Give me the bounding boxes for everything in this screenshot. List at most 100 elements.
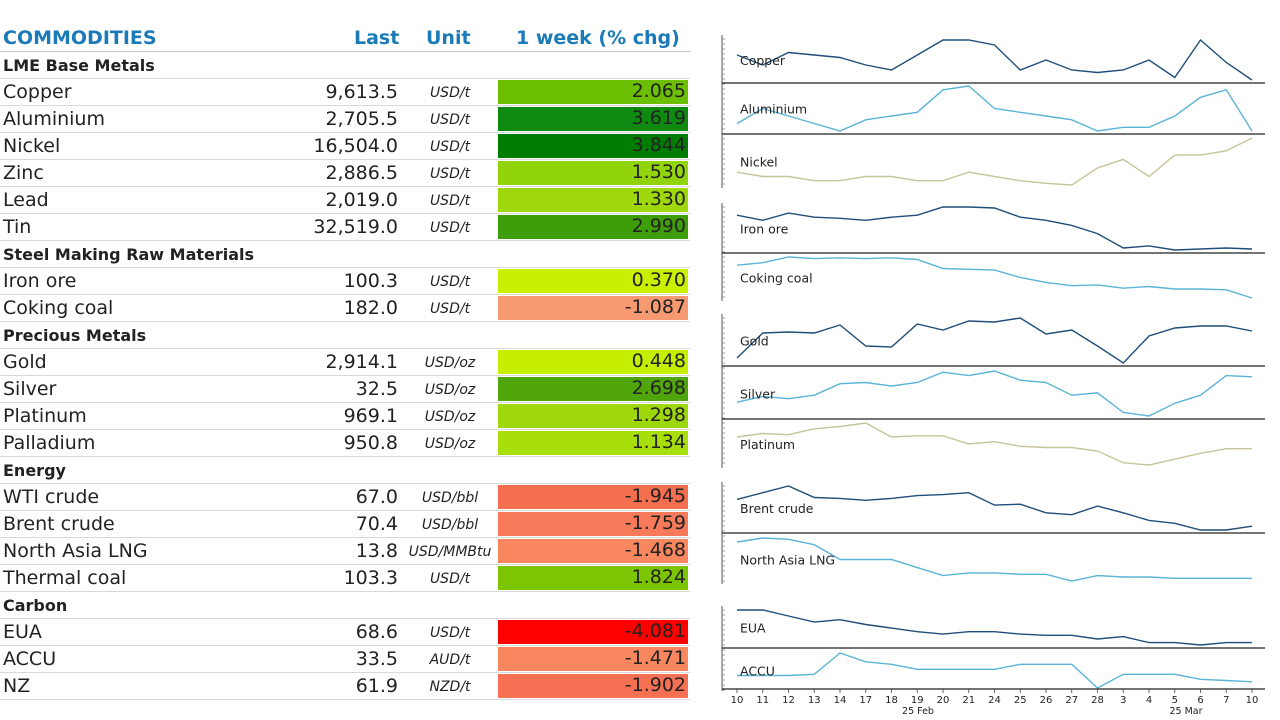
unit-label: USD/MMBtu bbox=[408, 544, 492, 560]
series-label: Silver bbox=[740, 386, 776, 401]
weekly-change: -1.471 bbox=[498, 647, 688, 671]
commodity-name: Platinum bbox=[3, 405, 87, 427]
sparkline-series bbox=[736, 85, 1253, 132]
x-tick-label: 11 bbox=[756, 695, 769, 706]
sparkline-series bbox=[736, 206, 1253, 251]
x-tick-label: 3 bbox=[1120, 695, 1126, 706]
commodity-name: Silver bbox=[3, 378, 57, 400]
unit-label: USD/t bbox=[429, 571, 471, 587]
x-tick-label: 25 bbox=[1014, 695, 1027, 706]
commodity-name: Thermal coal bbox=[3, 567, 127, 589]
x-tick-label: 10 bbox=[1246, 695, 1259, 706]
unit-label: USD/t bbox=[429, 625, 471, 641]
unit-label: USD/t bbox=[429, 193, 471, 209]
sparkline-series bbox=[736, 537, 1252, 582]
last-price: 32,519.0 bbox=[313, 216, 398, 238]
series-label: Coking coal bbox=[740, 270, 813, 285]
weekly-change: 0.370 bbox=[498, 269, 688, 293]
weekly-change: -1.902 bbox=[498, 674, 688, 698]
series-label: Copper bbox=[740, 53, 786, 68]
table-row: Lead 2,019.0 USD/t 1.330 bbox=[0, 187, 690, 214]
category-label: Energy bbox=[3, 461, 66, 480]
last-price: 2,705.5 bbox=[325, 108, 398, 130]
table-row: Copper 9,613.5 USD/t 2.065 bbox=[0, 79, 690, 106]
x-tick-label: 19 bbox=[911, 695, 924, 706]
table-row: Iron ore 100.3 USD/t 0.370 bbox=[0, 268, 690, 295]
weekly-change: 1.530 bbox=[498, 161, 688, 185]
x-tick-label: 17 bbox=[859, 695, 872, 706]
unit-label: NZD/t bbox=[429, 679, 471, 695]
x-tick-label: 20 bbox=[937, 695, 950, 706]
series-label: Gold bbox=[740, 333, 769, 348]
unit-label: USD/bbl bbox=[421, 517, 479, 533]
unit-label: USD/t bbox=[429, 166, 471, 182]
unit-label: USD/oz bbox=[424, 409, 476, 425]
x-tick-label: 7 bbox=[1223, 695, 1229, 706]
commodity-name: ACCU bbox=[3, 648, 57, 670]
x-tick-label: 12 bbox=[782, 695, 795, 706]
unit-label: USD/oz bbox=[424, 436, 476, 452]
weekly-change: -1.468 bbox=[498, 539, 688, 563]
weekly-change: 2.065 bbox=[498, 80, 688, 104]
table-row: North Asia LNG 13.8 USD/MMBtu -1.468 bbox=[0, 538, 690, 565]
series-label: Iron ore bbox=[740, 221, 789, 236]
unit-label: USD/bbl bbox=[421, 490, 479, 506]
category-label: Steel Making Raw Materials bbox=[3, 245, 255, 264]
category-label: Precious Metals bbox=[3, 326, 147, 345]
sparkline-series bbox=[736, 370, 1253, 417]
commodities-table: COMMODITIES Last Unit 1 week (% chg) LME… bbox=[0, 26, 690, 700]
weekly-change: 1.330 bbox=[498, 188, 688, 212]
x-tick-label: 6 bbox=[1197, 695, 1203, 706]
series-label: EUA bbox=[740, 620, 766, 635]
commodity-name: Tin bbox=[3, 216, 32, 238]
weekly-change: 1.298 bbox=[498, 404, 688, 428]
x-tick-label: 10 bbox=[731, 695, 744, 706]
unit-label: USD/t bbox=[429, 274, 471, 290]
weekly-change: 0.448 bbox=[498, 350, 688, 374]
commodity-name: Iron ore bbox=[3, 270, 77, 292]
table-row: Coking coal 182.0 USD/t -1.087 bbox=[0, 295, 690, 322]
series-label: Platinum bbox=[740, 437, 795, 452]
sparkline-series bbox=[736, 137, 1253, 186]
weekly-change: -1.945 bbox=[498, 485, 688, 509]
x-tick-label: 27 bbox=[1065, 695, 1078, 706]
commodity-name: Lead bbox=[3, 189, 49, 211]
last-price: 100.3 bbox=[343, 270, 398, 292]
commodity-name: NZ bbox=[3, 675, 31, 697]
commodity-name: Coking coal bbox=[3, 297, 114, 319]
last-price: 61.9 bbox=[355, 675, 398, 697]
last-column-header: Last bbox=[354, 27, 400, 49]
x-tick-label: 13 bbox=[808, 695, 821, 706]
table-row: Silver 32.5 USD/oz 2.698 bbox=[0, 376, 690, 403]
commodity-name: Copper bbox=[3, 81, 72, 103]
last-price: 182.0 bbox=[343, 297, 398, 319]
unit-label: USD/t bbox=[429, 85, 471, 101]
unit-label: USD/t bbox=[429, 112, 471, 128]
sparkline-series bbox=[736, 317, 1253, 364]
category-label: LME Base Metals bbox=[3, 56, 155, 75]
unit-label: USD/oz bbox=[424, 382, 476, 398]
table-header: COMMODITIES Last Unit 1 week (% chg) bbox=[0, 26, 690, 52]
table-title: COMMODITIES bbox=[3, 27, 157, 49]
series-label: ACCU bbox=[740, 663, 775, 678]
change-column-header: 1 week (% chg) bbox=[516, 27, 680, 49]
unit-column-header: Unit bbox=[426, 27, 471, 49]
x-tick-label: 5 bbox=[1172, 695, 1178, 706]
table-row: WTI crude 67.0 USD/bbl -1.945 bbox=[0, 484, 690, 511]
table-row: EUA 68.6 USD/t -4.081 bbox=[0, 619, 690, 646]
series-label: Aluminium bbox=[740, 101, 807, 116]
x-tick-label: 24 bbox=[988, 695, 1001, 706]
x-tick-label: 14 bbox=[834, 695, 847, 706]
category-row: Energy bbox=[0, 457, 690, 484]
sparkline-series bbox=[736, 256, 1253, 299]
table-row: ACCU 33.5 AUD/t -1.471 bbox=[0, 646, 690, 673]
last-price: 33.5 bbox=[355, 648, 398, 670]
sparkline-chart: Copper Aluminium Nickel Iron ore Coking coal… bbox=[721, 35, 1265, 717]
last-price: 103.3 bbox=[343, 567, 398, 589]
last-price: 2,019.0 bbox=[325, 189, 398, 211]
table-row: Gold 2,914.1 USD/oz 0.448 bbox=[0, 349, 690, 376]
last-price: 32.5 bbox=[355, 378, 398, 400]
category-row: Carbon bbox=[0, 592, 690, 619]
unit-label: USD/oz bbox=[424, 355, 476, 371]
x-tick-label: 21 bbox=[962, 695, 975, 706]
